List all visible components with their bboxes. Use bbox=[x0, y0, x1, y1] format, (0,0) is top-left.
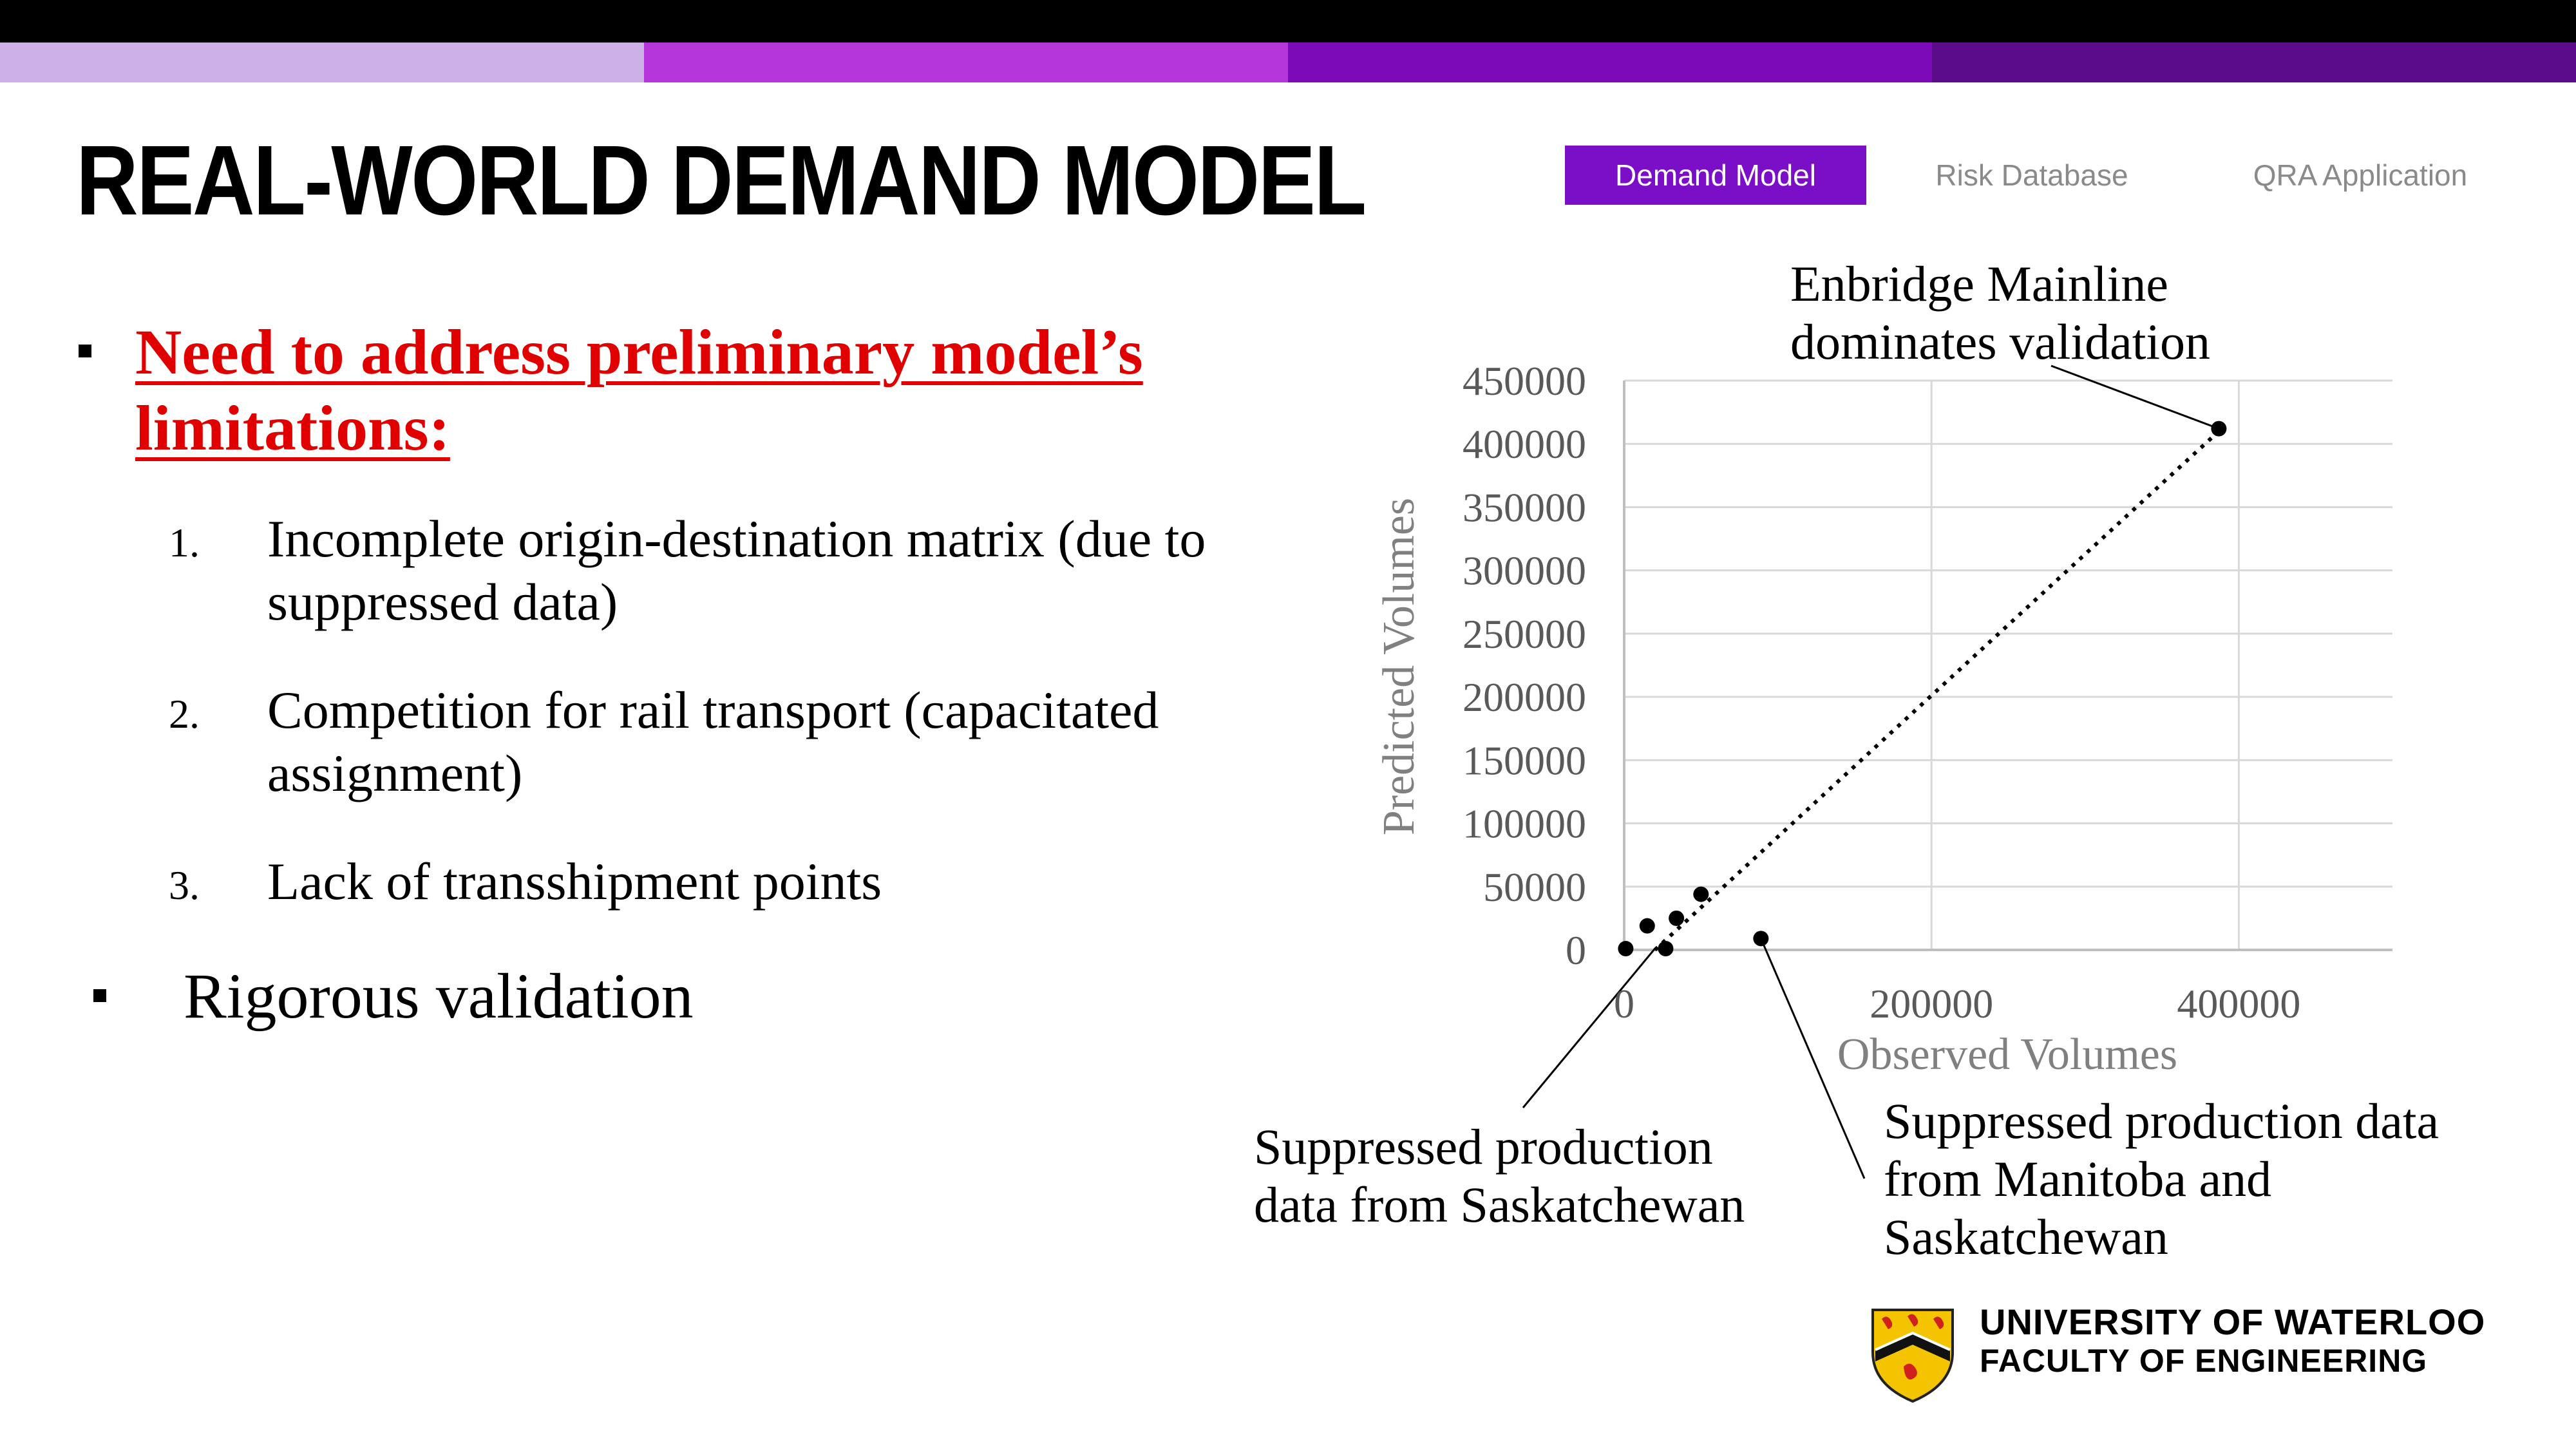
university-wordmark: UNIVERSITY OF WATERLOO FACULTY OF ENGINE… bbox=[1980, 1302, 2485, 1379]
y-axis-label: Predicted Volumes bbox=[1374, 498, 1424, 835]
color-stripe-segment bbox=[0, 43, 644, 82]
data-point bbox=[1693, 886, 1709, 902]
data-point bbox=[2211, 421, 2227, 437]
y-tick-label: 350000 bbox=[1463, 484, 1586, 530]
bullet-marker bbox=[79, 345, 91, 357]
y-tick-label: 100000 bbox=[1463, 801, 1586, 847]
x-tick-label: 400000 bbox=[2177, 981, 2300, 1027]
y-tick-label: 0 bbox=[1566, 927, 1586, 973]
y-tick-label: 250000 bbox=[1463, 611, 1586, 657]
data-point bbox=[1669, 910, 1685, 926]
annotation-line: dominates validation bbox=[1790, 314, 2211, 370]
trendline bbox=[1653, 430, 2221, 952]
annotation-leader-line bbox=[1522, 948, 1656, 1108]
tab-risk-database[interactable]: Risk Database bbox=[1935, 158, 2128, 192]
annotation-leader-line bbox=[1759, 938, 1866, 1179]
main-bullet-text: Need to address preliminary model’s limi… bbox=[135, 316, 1143, 464]
list-number: 3. bbox=[169, 862, 200, 908]
bullet-marker bbox=[93, 989, 106, 1002]
annotation-line: Suppressed production bbox=[1254, 1119, 1713, 1175]
data-point bbox=[1618, 941, 1634, 957]
color-stripe-bar bbox=[0, 43, 2576, 82]
y-tick-label: 150000 bbox=[1463, 737, 1586, 783]
faculty-name: FACULTY OF ENGINEERING bbox=[1980, 1343, 2428, 1379]
annotation-leader-line bbox=[2050, 365, 2219, 430]
data-point bbox=[1658, 941, 1674, 957]
chart-grid bbox=[1624, 379, 2392, 950]
annotation-manitoba: Suppressed production data from Manitoba… bbox=[1884, 1092, 2439, 1266]
list-item: Lack of transshipment points bbox=[267, 852, 882, 911]
color-stripe-segment bbox=[644, 43, 1288, 82]
data-point bbox=[1753, 931, 1769, 947]
annotation-enbridge: Enbridge Mainline dominates validation bbox=[1790, 255, 2210, 371]
y-tick-label: 200000 bbox=[1463, 674, 1586, 720]
tab-qra-application[interactable]: QRA Application bbox=[2253, 158, 2468, 192]
list-item: Competition for rail transport (capacita… bbox=[267, 681, 1159, 802]
annotation-line: data from Saskatchewan bbox=[1254, 1177, 1745, 1233]
annotation-saskatchewan: Suppressed production data from Saskatch… bbox=[1254, 1118, 1745, 1234]
annotation-line: from Manitoba and bbox=[1884, 1151, 2272, 1207]
x-tick-label: 200000 bbox=[1870, 981, 1993, 1027]
tick-labels: 0 50000 100000 150000 200000 250000 300000 3500… bbox=[1463, 358, 2300, 1027]
list-number: 1. bbox=[169, 520, 200, 565]
x-axis-label: Observed Volumes bbox=[1837, 1030, 2177, 1079]
color-stripe-segment bbox=[1932, 43, 2576, 82]
second-bullet-text: Rigorous validation bbox=[184, 960, 694, 1032]
color-stripe-segment bbox=[1288, 43, 1932, 82]
x-tick-label: 0 bbox=[1614, 981, 1634, 1027]
y-tick-label: 450000 bbox=[1463, 358, 1586, 404]
y-tick-label: 400000 bbox=[1463, 421, 1586, 467]
page-title: REAL-WORLD DEMAND MODEL bbox=[76, 125, 1367, 236]
trendline-dotted bbox=[1653, 430, 2221, 952]
data-point bbox=[1639, 918, 1655, 934]
university-name: UNIVERSITY OF WATERLOO bbox=[1980, 1302, 2486, 1342]
chart-axes bbox=[1623, 381, 2392, 951]
y-tick-label: 50000 bbox=[1483, 864, 1586, 910]
list-number: 2. bbox=[169, 691, 200, 737]
y-tick-label: 300000 bbox=[1463, 548, 1586, 594]
list-item: Incomplete origin-destination matrix (du… bbox=[267, 509, 1206, 631]
data-points bbox=[1618, 421, 2227, 957]
waterloo-crest-icon bbox=[1871, 1309, 1954, 1403]
top-black-bar bbox=[0, 0, 2576, 43]
annotation-line: Suppressed production data bbox=[1884, 1093, 2439, 1149]
annotation-line: Enbridge Mainline bbox=[1790, 256, 2169, 312]
tab-demand-model[interactable]: Demand Model bbox=[1565, 146, 1866, 205]
annotation-leaders bbox=[1522, 365, 2219, 1179]
annotation-line: Saskatchewan bbox=[1884, 1209, 2168, 1265]
